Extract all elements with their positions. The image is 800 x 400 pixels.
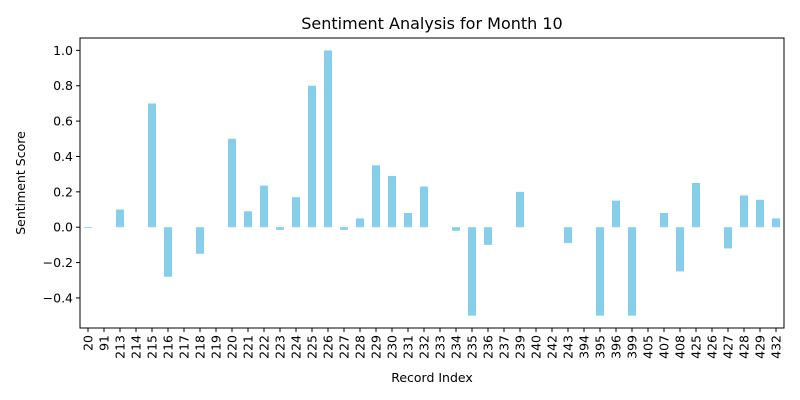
y-tick-label: 0.2 [53, 184, 73, 199]
chart-title: Sentiment Analysis for Month 10 [301, 14, 562, 33]
x-axis-label: Record Index [391, 370, 473, 385]
bar-218 [196, 227, 204, 254]
x-tick-label: 239 [513, 335, 528, 359]
x-tick-label: 243 [561, 335, 576, 359]
x-tick-label: 91 [97, 335, 112, 351]
bar-213 [116, 209, 124, 228]
x-tick-label: 221 [241, 335, 256, 359]
x-tick-label: 226 [321, 335, 336, 359]
bar-221 [244, 211, 252, 228]
x-tick-label: 220 [225, 335, 240, 359]
bar-226 [324, 50, 332, 228]
x-tick-label: 217 [177, 335, 192, 359]
x-tick-label: 242 [545, 335, 560, 359]
bar-216 [164, 227, 172, 277]
x-tick-label: 213 [113, 335, 128, 359]
bar-215 [148, 103, 156, 228]
y-tick-label: 0.4 [53, 149, 73, 164]
x-tick-label: 432 [769, 335, 784, 359]
x-tick-label: 396 [609, 335, 624, 359]
x-tick-label: 215 [145, 335, 160, 359]
x-tick-label: 236 [481, 335, 496, 359]
bar-395 [596, 227, 604, 316]
bar-399 [628, 227, 636, 316]
bar-231 [404, 213, 412, 228]
bar-223 [276, 227, 284, 230]
x-tick-label: 234 [449, 335, 464, 359]
x-tick-label: 227 [337, 335, 352, 359]
x-tick-label: 428 [737, 335, 752, 359]
bar-227 [340, 227, 348, 230]
y-axis-label: Sentiment Score [13, 131, 28, 235]
x-tick-label: 405 [641, 335, 656, 359]
y-tick-label: 0.0 [53, 220, 73, 235]
bar-243 [564, 227, 572, 244]
bar-224 [292, 197, 300, 228]
bar-407 [660, 213, 668, 228]
x-tick-label: 394 [577, 335, 592, 359]
y-tick-label: 1.0 [53, 43, 73, 58]
x-tick-label: 232 [417, 335, 432, 359]
x-tick-label: 407 [657, 335, 672, 359]
x-tick-label: 235 [465, 335, 480, 359]
x-tick-label: 231 [401, 335, 416, 359]
x-tick-label: 408 [673, 335, 688, 359]
bar-236 [484, 227, 492, 245]
bar-222 [260, 185, 268, 228]
x-tick-label: 425 [689, 335, 704, 359]
x-tick-label: 223 [273, 335, 288, 359]
bar-396 [612, 200, 620, 228]
y-tick-label: −0.4 [43, 290, 73, 305]
x-tick-label: 395 [593, 335, 608, 359]
bar-408 [676, 227, 684, 272]
x-tick-label: 216 [161, 335, 176, 359]
x-tick-label: 225 [305, 335, 320, 359]
x-tick-label: 224 [289, 335, 304, 359]
bar-432 [772, 218, 780, 228]
bar-20 [84, 227, 92, 229]
bar-427 [724, 227, 732, 249]
x-tick-label: 218 [193, 335, 208, 359]
bar-428 [740, 195, 748, 228]
bar-232 [420, 186, 428, 228]
plot-frame [79, 37, 785, 329]
bar-220 [228, 138, 236, 228]
bar-425 [692, 183, 700, 228]
x-tick-label: 237 [497, 335, 512, 359]
x-tick-label: 219 [209, 335, 224, 359]
bar-429 [756, 199, 764, 228]
bar-228 [356, 218, 364, 228]
x-tick-label: 229 [369, 335, 384, 359]
bar-230 [388, 175, 396, 228]
x-tick-label: 228 [353, 335, 368, 359]
y-axis: −0.4 −0.2 0.0 0.2 0.4 0.6 0.8 1.0 [43, 43, 80, 305]
bar-239 [516, 191, 524, 228]
x-tick-label: 214 [129, 335, 144, 359]
bar-235 [468, 227, 476, 316]
x-tick-label: 222 [257, 335, 272, 359]
x-tick-label: 427 [721, 335, 736, 359]
x-tick-label: 399 [625, 335, 640, 359]
bars-group [84, 50, 780, 316]
x-tick-label: 233 [433, 335, 448, 359]
x-axis: 20 91 213 214 215 216 217 218 219 220 221 222 223 224… [81, 328, 784, 359]
y-tick-label: −0.2 [43, 255, 73, 270]
x-tick-label: 240 [529, 335, 544, 359]
x-tick-label: 230 [385, 335, 400, 359]
y-tick-label: 0.6 [53, 114, 73, 129]
x-tick-label: 429 [753, 335, 768, 359]
x-tick-label: 20 [81, 335, 96, 351]
x-tick-label: 426 [705, 335, 720, 359]
bar-229 [372, 165, 380, 228]
y-tick-label: 0.8 [53, 78, 73, 93]
bar-225 [308, 85, 316, 228]
bar-234 [452, 227, 460, 231]
